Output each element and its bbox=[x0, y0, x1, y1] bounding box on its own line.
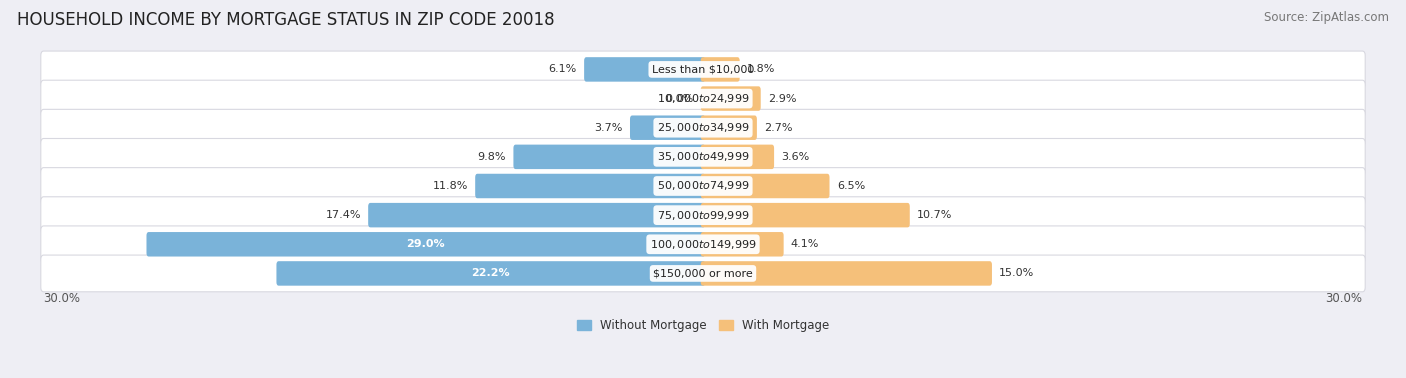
Text: 2.9%: 2.9% bbox=[768, 94, 796, 104]
Text: HOUSEHOLD INCOME BY MORTGAGE STATUS IN ZIP CODE 20018: HOUSEHOLD INCOME BY MORTGAGE STATUS IN Z… bbox=[17, 11, 554, 29]
Text: 1.8%: 1.8% bbox=[747, 64, 775, 74]
FancyBboxPatch shape bbox=[630, 115, 706, 140]
FancyBboxPatch shape bbox=[41, 80, 1365, 117]
Text: 3.6%: 3.6% bbox=[782, 152, 810, 162]
Text: 15.0%: 15.0% bbox=[1000, 268, 1035, 279]
Text: 29.0%: 29.0% bbox=[406, 239, 446, 249]
FancyBboxPatch shape bbox=[700, 174, 830, 198]
Text: $10,000 to $24,999: $10,000 to $24,999 bbox=[657, 92, 749, 105]
FancyBboxPatch shape bbox=[583, 57, 706, 82]
FancyBboxPatch shape bbox=[277, 261, 706, 286]
FancyBboxPatch shape bbox=[146, 232, 706, 257]
FancyBboxPatch shape bbox=[368, 203, 706, 228]
Text: $25,000 to $34,999: $25,000 to $34,999 bbox=[657, 121, 749, 134]
Text: 4.1%: 4.1% bbox=[792, 239, 820, 249]
Text: 6.5%: 6.5% bbox=[837, 181, 865, 191]
Text: 10.7%: 10.7% bbox=[917, 210, 952, 220]
Text: 30.0%: 30.0% bbox=[1326, 292, 1362, 305]
Text: 22.2%: 22.2% bbox=[471, 268, 510, 279]
FancyBboxPatch shape bbox=[700, 145, 775, 169]
FancyBboxPatch shape bbox=[700, 203, 910, 228]
Text: $150,000 or more: $150,000 or more bbox=[654, 268, 752, 279]
FancyBboxPatch shape bbox=[475, 174, 706, 198]
FancyBboxPatch shape bbox=[513, 145, 706, 169]
FancyBboxPatch shape bbox=[700, 261, 993, 286]
FancyBboxPatch shape bbox=[41, 226, 1365, 263]
Text: Less than $10,000: Less than $10,000 bbox=[652, 64, 754, 74]
Text: 9.8%: 9.8% bbox=[478, 152, 506, 162]
Text: $50,000 to $74,999: $50,000 to $74,999 bbox=[657, 180, 749, 192]
FancyBboxPatch shape bbox=[41, 109, 1365, 146]
FancyBboxPatch shape bbox=[41, 51, 1365, 88]
FancyBboxPatch shape bbox=[41, 197, 1365, 234]
Text: Source: ZipAtlas.com: Source: ZipAtlas.com bbox=[1264, 11, 1389, 24]
Text: 11.8%: 11.8% bbox=[433, 181, 468, 191]
FancyBboxPatch shape bbox=[700, 115, 756, 140]
Text: 0.0%: 0.0% bbox=[665, 94, 693, 104]
Text: 6.1%: 6.1% bbox=[548, 64, 576, 74]
Text: $35,000 to $49,999: $35,000 to $49,999 bbox=[657, 150, 749, 163]
Text: 3.7%: 3.7% bbox=[595, 123, 623, 133]
FancyBboxPatch shape bbox=[700, 232, 783, 257]
Text: 30.0%: 30.0% bbox=[44, 292, 80, 305]
FancyBboxPatch shape bbox=[41, 255, 1365, 292]
FancyBboxPatch shape bbox=[41, 138, 1365, 175]
FancyBboxPatch shape bbox=[700, 57, 740, 82]
Text: $100,000 to $149,999: $100,000 to $149,999 bbox=[650, 238, 756, 251]
Legend: Without Mortgage, With Mortgage: Without Mortgage, With Mortgage bbox=[576, 319, 830, 332]
Text: 17.4%: 17.4% bbox=[325, 210, 361, 220]
FancyBboxPatch shape bbox=[41, 167, 1365, 204]
Text: 2.7%: 2.7% bbox=[763, 123, 793, 133]
Text: $75,000 to $99,999: $75,000 to $99,999 bbox=[657, 209, 749, 222]
FancyBboxPatch shape bbox=[700, 86, 761, 111]
